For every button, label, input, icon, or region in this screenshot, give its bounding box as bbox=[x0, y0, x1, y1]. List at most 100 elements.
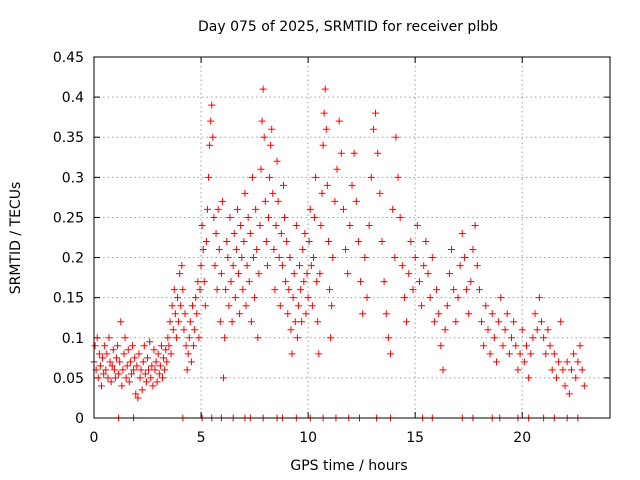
data-point bbox=[261, 197, 269, 205]
data-point bbox=[226, 213, 234, 221]
data-point bbox=[106, 358, 114, 366]
data-point bbox=[239, 286, 247, 294]
data-point bbox=[230, 229, 238, 237]
data-point bbox=[97, 382, 105, 390]
data-point bbox=[359, 310, 367, 318]
data-point bbox=[469, 246, 477, 254]
data-point bbox=[437, 342, 445, 350]
data-point bbox=[140, 342, 148, 350]
data-point bbox=[323, 181, 331, 189]
data-point bbox=[176, 270, 184, 278]
data-point bbox=[193, 310, 201, 318]
data-point bbox=[326, 286, 334, 294]
data-point bbox=[276, 302, 284, 310]
data-point bbox=[269, 189, 277, 197]
data-point bbox=[486, 350, 494, 358]
data-point bbox=[263, 262, 271, 270]
data-point bbox=[200, 278, 208, 286]
data-point bbox=[391, 254, 399, 262]
data-point bbox=[482, 302, 490, 310]
data-point bbox=[409, 286, 417, 294]
data-point bbox=[144, 354, 152, 362]
data-point bbox=[191, 326, 199, 334]
data-point bbox=[162, 346, 170, 354]
data-point bbox=[433, 286, 441, 294]
data-point bbox=[110, 366, 118, 374]
data-point bbox=[188, 302, 196, 310]
data-point bbox=[268, 125, 276, 133]
data-point bbox=[165, 342, 173, 350]
y-tick-label: 0.15 bbox=[53, 291, 84, 307]
data-point bbox=[319, 141, 327, 149]
data-point bbox=[187, 358, 195, 366]
data-point bbox=[223, 238, 231, 246]
data-point bbox=[198, 221, 206, 229]
data-point bbox=[333, 165, 341, 173]
data-point bbox=[344, 270, 352, 278]
data-point bbox=[561, 382, 569, 390]
data-point bbox=[203, 205, 211, 213]
data-point bbox=[309, 254, 317, 262]
data-point bbox=[495, 318, 503, 326]
data-point bbox=[361, 254, 369, 262]
data-point bbox=[522, 342, 530, 350]
data-point bbox=[426, 294, 434, 302]
data-point bbox=[537, 318, 545, 326]
data-point bbox=[197, 262, 205, 270]
data-point bbox=[510, 318, 518, 326]
data-point bbox=[177, 302, 185, 310]
data-point bbox=[354, 238, 362, 246]
data-point bbox=[284, 310, 292, 318]
data-point bbox=[380, 278, 388, 286]
data-point bbox=[212, 229, 220, 237]
data-point bbox=[525, 374, 533, 382]
data-point bbox=[439, 366, 447, 374]
data-point bbox=[407, 238, 415, 246]
data-point bbox=[246, 229, 254, 237]
y-tick-label: 0.05 bbox=[53, 371, 84, 387]
data-point bbox=[137, 366, 145, 374]
data-point bbox=[557, 318, 565, 326]
data-point bbox=[514, 366, 522, 374]
data-point bbox=[456, 262, 464, 270]
data-point bbox=[559, 366, 567, 374]
data-point bbox=[232, 246, 240, 254]
data-point bbox=[450, 286, 458, 294]
x-tick-label: 15 bbox=[406, 430, 424, 446]
data-point bbox=[285, 286, 293, 294]
data-point bbox=[350, 149, 358, 157]
data-point bbox=[129, 342, 137, 350]
data-point bbox=[281, 213, 289, 221]
data-point bbox=[578, 366, 586, 374]
y-tick-label: 0.4 bbox=[62, 90, 84, 106]
x-tick-label: 20 bbox=[513, 430, 531, 446]
data-point bbox=[313, 278, 321, 286]
x-tick-label: 0 bbox=[90, 430, 99, 446]
data-point bbox=[289, 294, 297, 302]
data-point bbox=[199, 246, 207, 254]
data-point bbox=[297, 286, 305, 294]
data-point bbox=[91, 342, 99, 350]
data-point bbox=[213, 286, 221, 294]
data-point bbox=[135, 350, 143, 358]
data-point bbox=[533, 326, 541, 334]
data-point bbox=[367, 173, 375, 181]
data-point bbox=[174, 294, 182, 302]
data-point bbox=[151, 366, 159, 374]
data-point bbox=[418, 302, 426, 310]
data-point bbox=[107, 378, 115, 386]
data-point bbox=[291, 318, 299, 326]
y-tick-label: 0.35 bbox=[53, 130, 84, 146]
data-point bbox=[435, 310, 443, 318]
data-point bbox=[160, 354, 168, 362]
data-point bbox=[206, 141, 214, 149]
data-point bbox=[190, 342, 198, 350]
data-point bbox=[130, 366, 138, 374]
data-point bbox=[415, 278, 423, 286]
data-point bbox=[208, 101, 216, 109]
data-point bbox=[121, 334, 129, 342]
data-point bbox=[235, 270, 243, 278]
data-point bbox=[567, 366, 575, 374]
data-point bbox=[192, 294, 200, 302]
